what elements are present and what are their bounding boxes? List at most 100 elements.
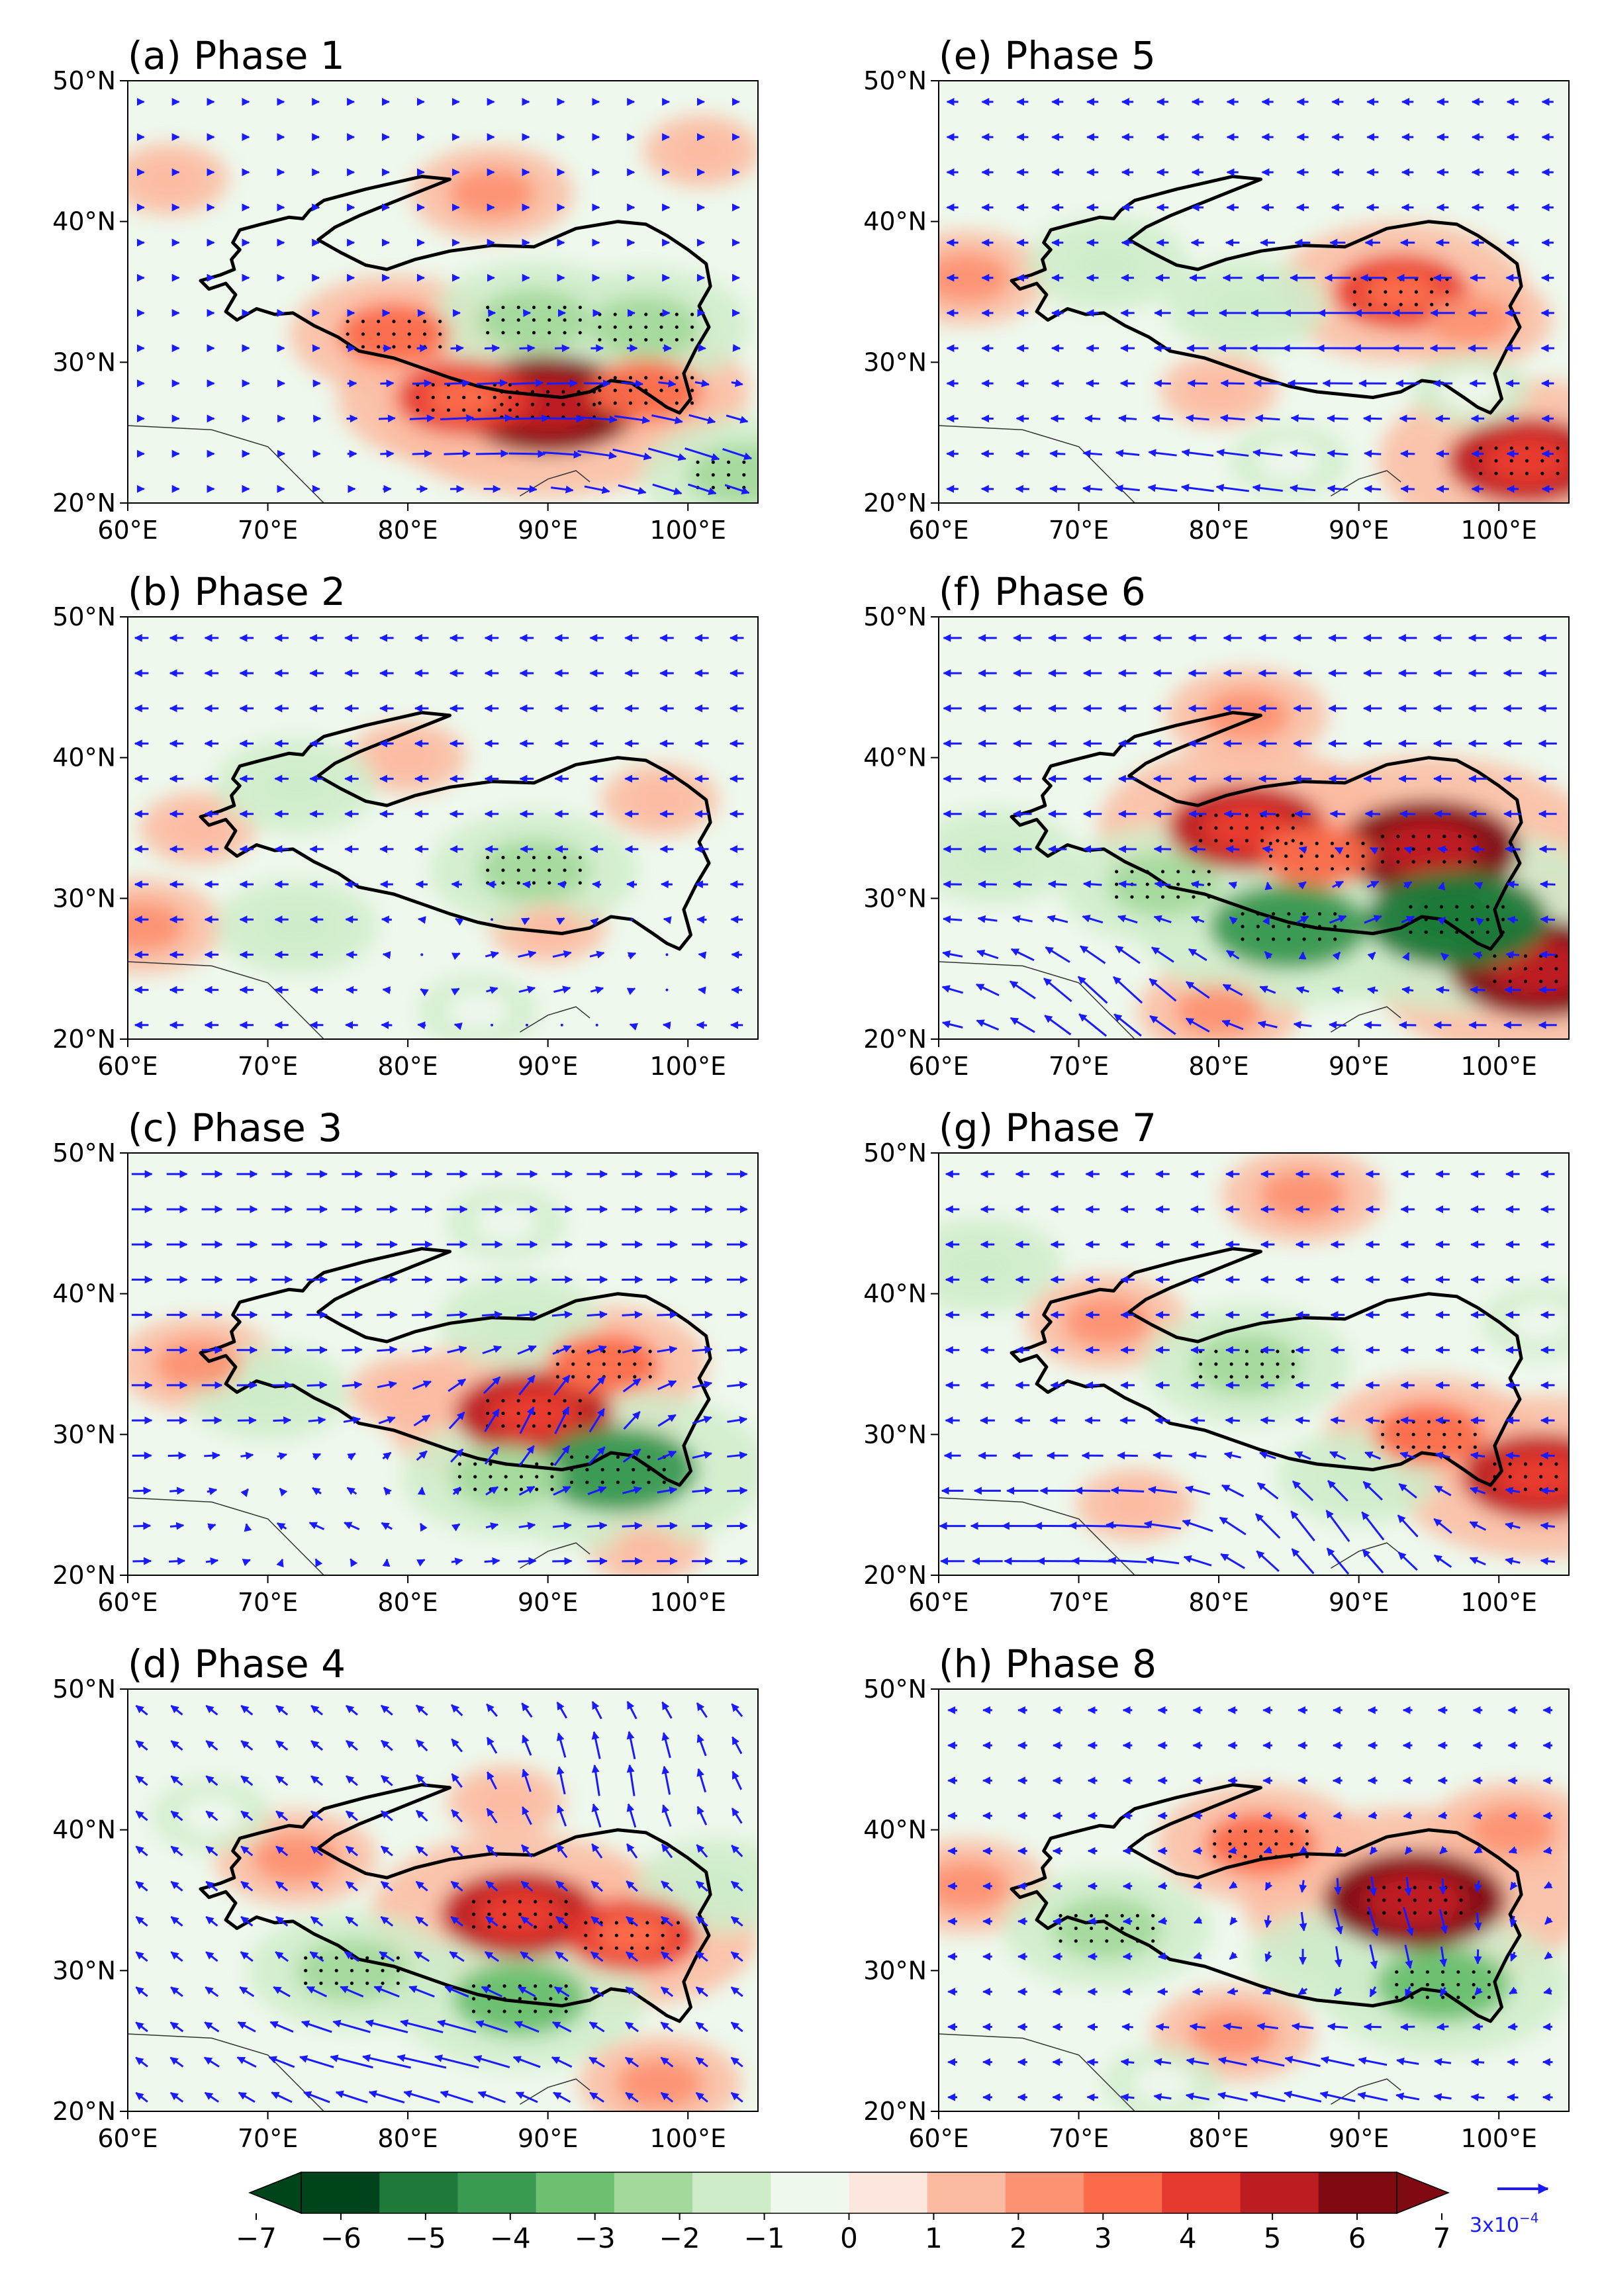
x-tick-label: 100°E xyxy=(649,1588,726,1617)
stipple-dot xyxy=(1287,937,1291,941)
stipple-dot xyxy=(534,1925,538,1929)
stipple-dot xyxy=(487,1912,491,1916)
map-frame xyxy=(127,1152,759,1576)
wind-vector xyxy=(622,1310,643,1319)
panel-title: (b) Phase 2 xyxy=(128,569,346,614)
stipple-dot xyxy=(516,881,520,885)
stipple-dot xyxy=(518,1912,522,1916)
wind-vector xyxy=(1120,2058,1135,2066)
wind-vector xyxy=(1542,1846,1552,1855)
stipple-dot xyxy=(564,1997,568,2001)
stipple-dot xyxy=(675,338,679,342)
wind-vector xyxy=(731,950,742,959)
anomaly-core xyxy=(1187,371,1251,410)
wind-vector xyxy=(1015,449,1029,458)
stipple-dot xyxy=(1299,841,1303,845)
stipple-dot xyxy=(690,389,694,392)
wind-vector xyxy=(1438,1811,1448,1819)
stipple-dot xyxy=(508,395,512,400)
wind-vector xyxy=(1117,915,1138,924)
stipple-dot xyxy=(1160,870,1165,874)
stipple-dot xyxy=(1243,1842,1247,1846)
stipple-dot xyxy=(1585,980,1589,983)
stipple-dot xyxy=(1199,839,1203,843)
stipple-dot xyxy=(1268,867,1272,871)
stipple-dot xyxy=(1397,1898,1401,1902)
wind-vector xyxy=(135,1951,148,1962)
stipple-dot xyxy=(377,320,381,324)
colorbar-segment xyxy=(536,2172,615,2213)
wind-vector xyxy=(1505,1487,1521,1495)
stipple-dot xyxy=(1485,905,1489,909)
wind-vector xyxy=(661,1915,673,1927)
wind-vector xyxy=(482,1345,502,1355)
wind-vector xyxy=(978,880,997,888)
wind-vector xyxy=(623,1410,641,1430)
wind-vector xyxy=(515,2091,538,2103)
anomaly-core xyxy=(252,760,340,811)
wind-vector xyxy=(589,2021,605,2033)
wind-vector xyxy=(1253,379,1282,388)
wind-vector xyxy=(205,1986,219,1998)
wind-vector xyxy=(414,1951,430,1962)
wind-vector xyxy=(624,2056,639,2068)
stipple-dot xyxy=(1455,917,1459,921)
stipple-dot xyxy=(407,320,411,324)
wind-vector xyxy=(590,1986,604,1998)
wind-vector xyxy=(1364,809,1381,818)
x-tick-label: 60°E xyxy=(97,2124,158,2153)
stipple-dot xyxy=(365,1981,369,1986)
stipple-dot xyxy=(1245,1375,1249,1379)
stipple-dot xyxy=(381,1968,385,1972)
country-border xyxy=(128,1497,324,1575)
wind-vector xyxy=(350,1558,358,1567)
wind-vector xyxy=(412,449,433,458)
stipple-dot xyxy=(1105,1939,1109,1943)
stipple-dot xyxy=(500,402,504,406)
y-tick-label: 20°N xyxy=(52,488,116,518)
x-tick-label: 70°E xyxy=(238,516,298,545)
stipple-dot xyxy=(489,1475,493,1479)
wind-vector xyxy=(204,2091,219,2103)
stipple-dot xyxy=(516,305,520,309)
wind-vector xyxy=(207,1487,218,1496)
stipple-dot xyxy=(1299,867,1303,871)
wind-vector xyxy=(1470,845,1485,853)
wind-vector xyxy=(135,1704,148,1716)
wind-vector xyxy=(343,1416,361,1424)
x-tick-label: 100°E xyxy=(649,2124,726,2153)
wind-vector xyxy=(1362,1549,1384,1574)
stipple-dot xyxy=(563,305,567,309)
wind-vector xyxy=(237,2021,256,2033)
panel-title: (h) Phase 8 xyxy=(939,1641,1156,1686)
wind-vector xyxy=(381,915,392,924)
wind-vector xyxy=(453,1022,463,1031)
wind-vector xyxy=(587,1486,607,1495)
stipple-dot xyxy=(577,402,581,406)
anomaly-core xyxy=(614,1528,678,1567)
wind-vector xyxy=(275,1704,289,1716)
wind-vector xyxy=(1258,809,1276,818)
wind-vector xyxy=(312,1487,322,1496)
stipple-dot xyxy=(1260,826,1264,830)
wind-vector xyxy=(556,1701,568,1719)
stipple-dot xyxy=(1523,1487,1528,1491)
y-tick-label: 20°N xyxy=(863,1025,927,1054)
stipple-dot xyxy=(489,1462,493,1466)
stipple-dot xyxy=(1556,446,1560,450)
wind-vector xyxy=(346,1487,357,1495)
stipple-dot xyxy=(632,1481,636,1485)
wind-vector-dot xyxy=(630,918,634,921)
wind-vector xyxy=(1329,1021,1346,1029)
stipple-dot xyxy=(1456,1983,1460,1987)
wind-vector xyxy=(475,2020,508,2033)
wind-vector xyxy=(1329,1451,1346,1460)
stipple-dot xyxy=(617,1362,622,1366)
wind-vector xyxy=(1367,951,1376,960)
wind-vector xyxy=(555,1951,569,1962)
stipple-dot xyxy=(1493,954,1497,958)
stipple-dot xyxy=(377,332,381,336)
stipple-dot xyxy=(598,325,602,329)
stipple-dot xyxy=(1444,1898,1448,1902)
wind-vector xyxy=(415,1704,428,1716)
